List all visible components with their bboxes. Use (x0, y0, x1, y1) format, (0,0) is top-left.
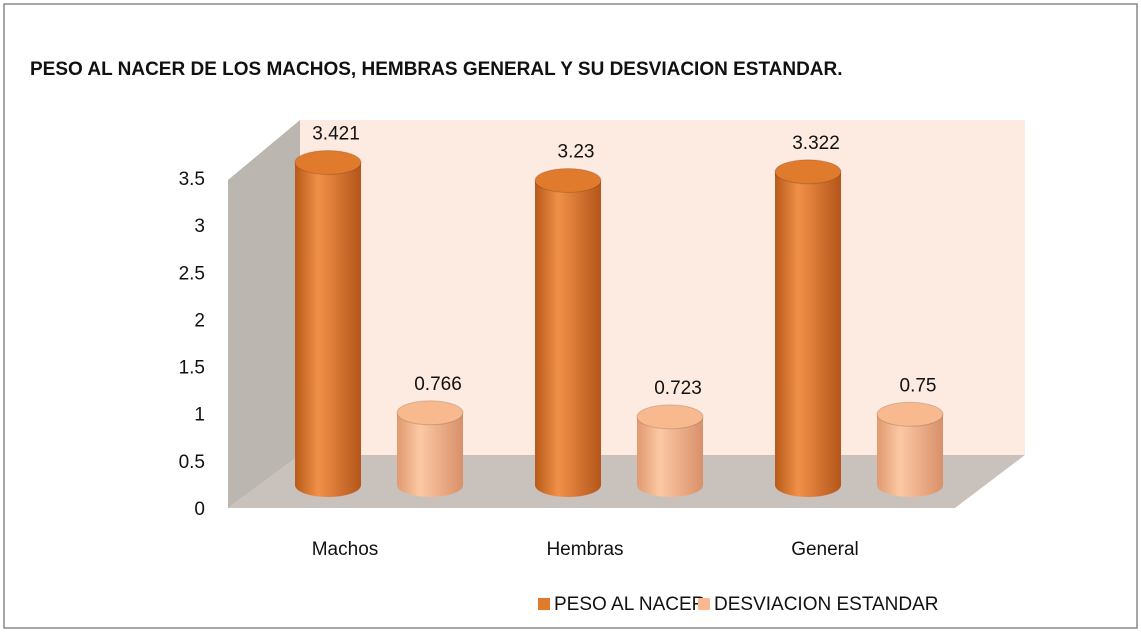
data-label: 3.23 (558, 141, 595, 162)
legend-label: PESO AL NACER (554, 594, 705, 615)
data-label: 3.322 (792, 133, 840, 154)
bar-body (295, 162, 361, 497)
bar-top (876, 401, 944, 427)
bar (774, 159, 842, 498)
back-wall (300, 120, 1025, 455)
x-tick-label: Machos (312, 539, 379, 560)
bar-top (774, 159, 842, 185)
bar-body (637, 416, 703, 497)
chart-title: PESO AL NACER DE LOS MACHOS, HEMBRAS GEN… (30, 59, 843, 80)
y-tick-label: 0 (194, 499, 205, 520)
side-wall (228, 120, 300, 508)
y-tick-label: 1.5 (179, 358, 205, 379)
bar-body (535, 180, 601, 497)
data-label: 0.723 (654, 378, 702, 399)
bar-body (877, 414, 943, 497)
bar (534, 167, 602, 497)
data-label: 0.75 (900, 375, 937, 396)
legend-swatch (698, 598, 710, 610)
bar-top (636, 404, 704, 430)
bar-top (294, 149, 362, 175)
bar (876, 401, 944, 497)
bar (294, 149, 362, 497)
x-tick-label: General (791, 539, 859, 560)
data-label: 0.766 (414, 374, 462, 395)
y-tick-label: 1 (194, 405, 205, 426)
bar (636, 404, 704, 497)
legend-label: DESVIACION ESTANDAR (714, 594, 939, 615)
y-tick-label: 3.5 (179, 169, 205, 190)
y-tick-label: 0.5 (179, 452, 205, 473)
legend-swatch (538, 598, 550, 610)
bar-body (397, 412, 463, 497)
x-tick-label: Hembras (546, 539, 623, 560)
y-tick-label: 2.5 (179, 263, 205, 284)
data-label: 3.421 (312, 123, 360, 144)
bar (396, 400, 464, 497)
y-tick-label: 3 (194, 216, 205, 237)
y-tick-label: 2 (194, 310, 205, 331)
bar-body (775, 171, 841, 498)
bar-top (396, 400, 464, 426)
bar-top (534, 167, 602, 193)
